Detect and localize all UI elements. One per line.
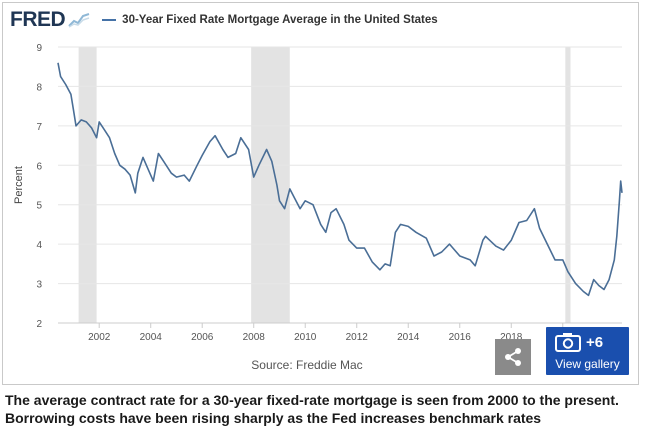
share-button[interactable] (495, 339, 531, 375)
legend-swatch (102, 19, 117, 21)
y-tick-label: 2 (36, 319, 42, 330)
view-gallery-button[interactable]: +6 View gallery (546, 327, 629, 375)
photo-caption: The average contract rate for a 30-year … (5, 392, 619, 426)
fred-logo[interactable]: FRED (10, 8, 66, 31)
x-tick-label: 2010 (294, 332, 317, 343)
gallery-top-row: +6 (555, 332, 603, 352)
y-tick-label: 4 (36, 240, 42, 251)
y-tick-label: 9 (36, 43, 42, 54)
y-tick-label: 6 (36, 161, 42, 172)
recession-band (251, 47, 290, 323)
series-line (57, 62, 623, 297)
fred-logo-sparkline-icon (68, 13, 90, 28)
recession-band (565, 47, 571, 323)
y-tick-label: 5 (36, 201, 42, 212)
share-icon (505, 348, 521, 366)
x-tick-label: 2002 (88, 332, 111, 343)
x-tick-label: 2018 (500, 332, 523, 343)
recession-band (78, 47, 97, 323)
x-tick-label: 2006 (191, 332, 214, 343)
y-tick-label: 3 (36, 280, 42, 291)
y-tick-label: 7 (36, 122, 42, 133)
chart-frame (2, 2, 639, 385)
camera-icon (555, 333, 581, 352)
source-text: Source: Freddie Mac (251, 358, 363, 372)
chart-header: FRED 30-Year Fixed Rate Mortgage Average… (10, 7, 438, 33)
series-title[interactable]: 30-Year Fixed Rate Mortgage Average in t… (122, 14, 438, 26)
x-tick-label: 2008 (243, 332, 266, 343)
x-tick-label: 2016 (449, 332, 472, 343)
y-axis-label: Percent (13, 166, 25, 204)
gallery-count: +6 (586, 333, 604, 351)
y-tick-label: 8 (36, 82, 42, 93)
x-tick-label: 2004 (140, 332, 163, 343)
x-tick-label: 2012 (346, 332, 369, 343)
x-tick-label: 2014 (397, 332, 420, 343)
gallery-label: View gallery (555, 357, 620, 371)
source-note: Source: Freddie Mac (0, 358, 649, 372)
